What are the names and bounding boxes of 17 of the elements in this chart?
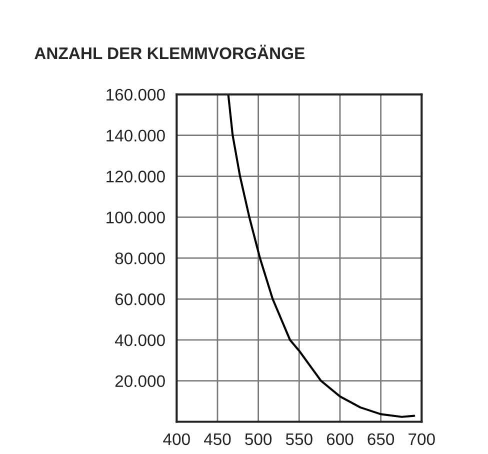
y-tick-label: 40.000 bbox=[114, 334, 165, 346]
x-tick-label: 400 bbox=[163, 433, 190, 446]
x-tick-label: 550 bbox=[286, 433, 312, 446]
y-tick-label: 160.000 bbox=[106, 88, 165, 101]
x-tick-label: 650 bbox=[368, 433, 394, 446]
y-tick-label: 20.000 bbox=[115, 375, 165, 388]
x-tick-label: 700 bbox=[408, 433, 435, 446]
y-tick-label: 120.000 bbox=[106, 170, 165, 182]
line-series bbox=[227, 94, 416, 418]
chart-title: ANZAHL DER KLEMMVORGÄNGE bbox=[34, 44, 305, 60]
y-tick-label: 80.000 bbox=[115, 252, 165, 264]
x-tick-label: 500 bbox=[245, 433, 272, 446]
y-tick-label: 100.000 bbox=[106, 212, 165, 224]
x-tick-label: 600 bbox=[326, 433, 354, 446]
y-tick-label: 140.000 bbox=[106, 130, 165, 142]
y-tick-label: 60.000 bbox=[115, 293, 165, 306]
x-tick-label: 450 bbox=[204, 433, 231, 446]
